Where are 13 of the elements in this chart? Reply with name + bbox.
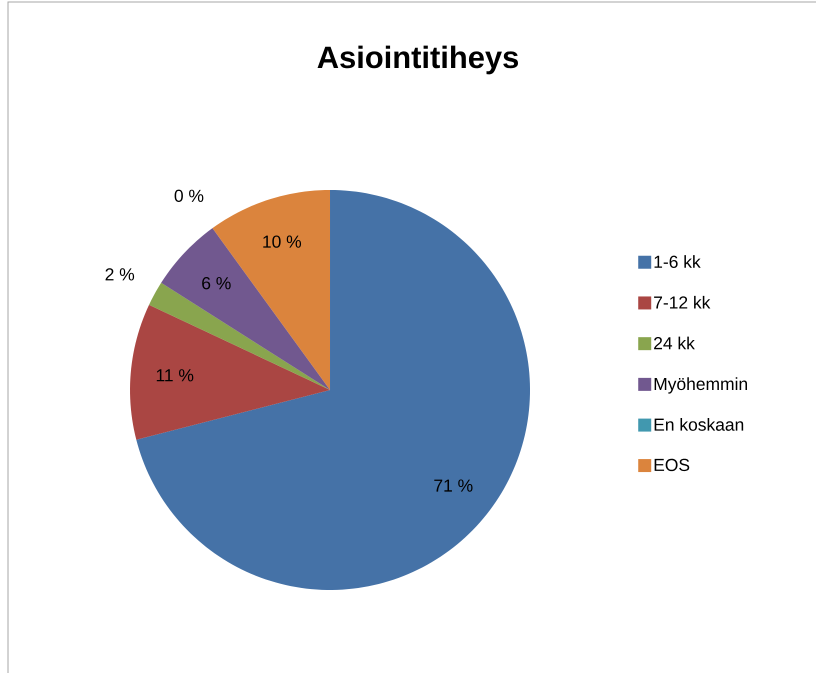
data-label: 11 % xyxy=(156,369,194,382)
legend-label: Myöhemmin xyxy=(654,377,748,394)
chart-title: Asiointitiheys xyxy=(318,46,518,74)
legend-label: 1-6 kk xyxy=(654,255,701,268)
text: 0 % xyxy=(174,190,204,202)
data-label: 6 % xyxy=(202,277,231,290)
legend-label: EOS xyxy=(654,458,690,472)
data-label: 71 % xyxy=(434,479,473,492)
legend-label: En koskaan xyxy=(654,418,744,431)
data-label: 2 % xyxy=(106,268,134,281)
legend-label: 24 kk xyxy=(654,336,695,350)
data-label: 10 % xyxy=(263,235,302,248)
legend-label: 7-12 kk xyxy=(654,296,710,309)
